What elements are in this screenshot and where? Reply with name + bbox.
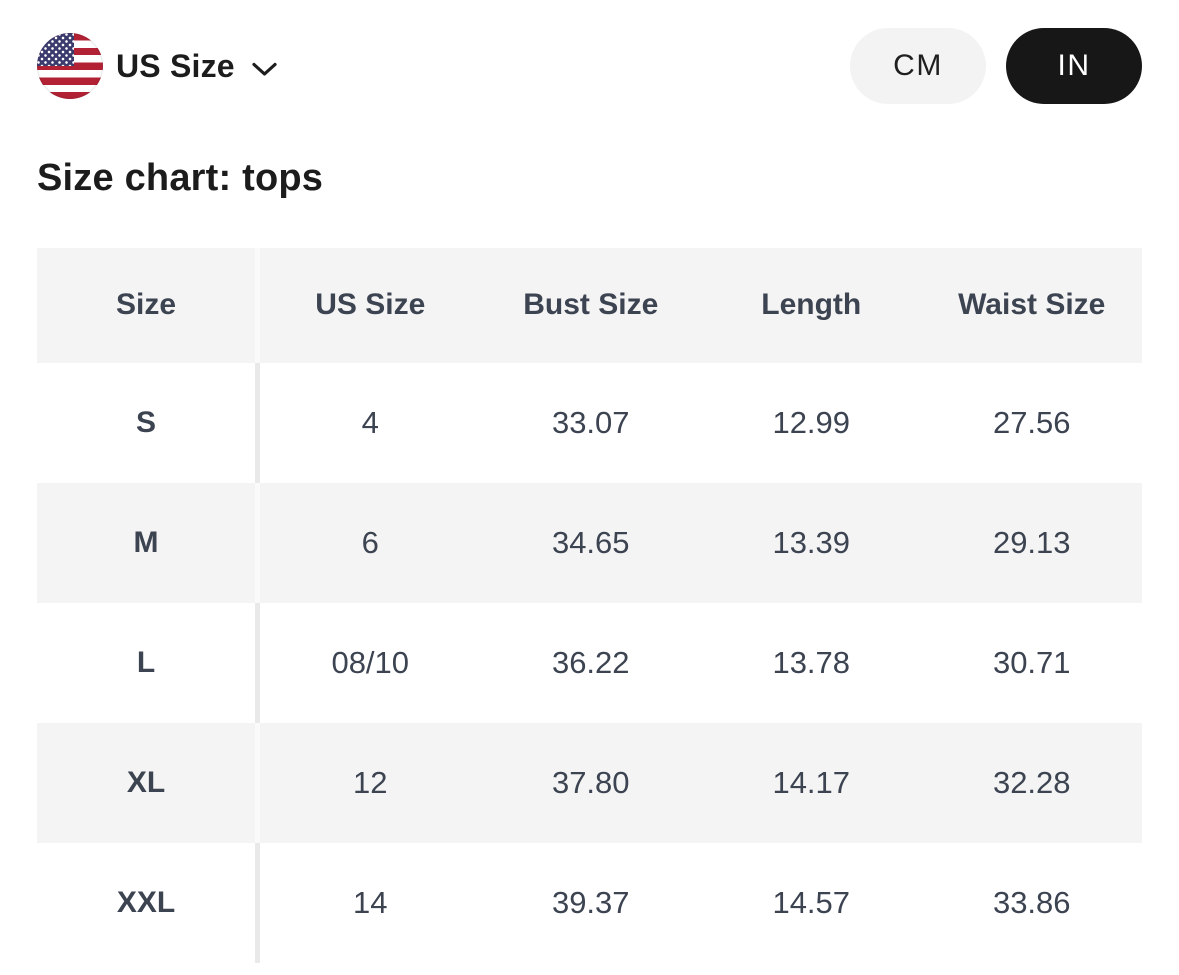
unit-toggle: CM IN: [850, 28, 1142, 104]
table-row-l: L 08/10 36.22 13.78 30.71: [37, 602, 1142, 723]
us-size-cell: 14: [353, 885, 388, 921]
column-divider: [255, 362, 260, 483]
column-divider: [255, 842, 260, 963]
in-button[interactable]: IN: [1006, 28, 1142, 104]
us-flag-canton: [37, 33, 74, 66]
bust-size-cell: 33.07: [551, 405, 630, 441]
table-header-row: Size US Size Bust Size Length Waist Size: [37, 247, 1142, 363]
us-size-cell: 4: [361, 405, 379, 441]
size-table: Size US Size Bust Size Length Waist Size…: [37, 247, 1142, 963]
size-cell: L: [136, 645, 156, 679]
length-cell: 14.57: [772, 885, 851, 921]
size-cell: XXL: [116, 885, 176, 919]
table-row-s: S 4 33.07 12.99 27.56: [37, 362, 1142, 483]
waist-size-cell: 29.13: [992, 525, 1071, 561]
chevron-down-icon: [252, 62, 277, 76]
bust-size-cell: 36.22: [551, 645, 630, 681]
region-selector[interactable]: US Size: [37, 33, 278, 99]
column-header-us-size: US Size: [315, 288, 426, 322]
region-label: US Size: [116, 47, 235, 84]
us-size-cell: 08/10: [331, 645, 410, 681]
length-cell: 14.17: [772, 765, 851, 801]
table-row-xl: XL 12 37.80 14.17 32.28: [37, 722, 1142, 843]
size-cell: M: [133, 525, 159, 559]
column-header-size: Size: [115, 288, 177, 322]
column-divider: [255, 722, 260, 843]
waist-size-cell: 27.56: [992, 405, 1071, 441]
bust-size-cell: 37.80: [551, 765, 630, 801]
length-cell: 12.99: [772, 405, 851, 441]
waist-size-cell: 30.71: [992, 645, 1071, 681]
column-divider: [255, 247, 260, 363]
waist-size-cell: 32.28: [992, 765, 1071, 801]
size-cell: S: [135, 405, 156, 439]
us-size-cell: 6: [361, 525, 379, 561]
topbar: US Size CM IN: [37, 27, 1142, 105]
us-flag-icon: [37, 33, 103, 99]
column-divider: [255, 482, 260, 603]
bust-size-cell: 39.37: [551, 885, 630, 921]
column-header-bust-size: Bust Size: [523, 288, 659, 322]
length-cell: 13.78: [772, 645, 851, 681]
us-size-cell: 12: [353, 765, 388, 801]
cm-button[interactable]: CM: [850, 28, 986, 104]
bust-size-cell: 34.65: [551, 525, 630, 561]
table-row-xxl: XXL 14 39.37 14.57 33.86: [37, 842, 1142, 963]
table-row-m: M 6 34.65 13.39 29.13: [37, 482, 1142, 603]
length-cell: 13.39: [772, 525, 851, 561]
page-title: Size chart: tops: [37, 157, 324, 199]
size-cell: XL: [126, 765, 166, 799]
column-divider: [255, 602, 260, 723]
column-header-length: Length: [761, 288, 862, 322]
column-header-waist-size: Waist Size: [958, 288, 1106, 322]
waist-size-cell: 33.86: [992, 885, 1071, 921]
